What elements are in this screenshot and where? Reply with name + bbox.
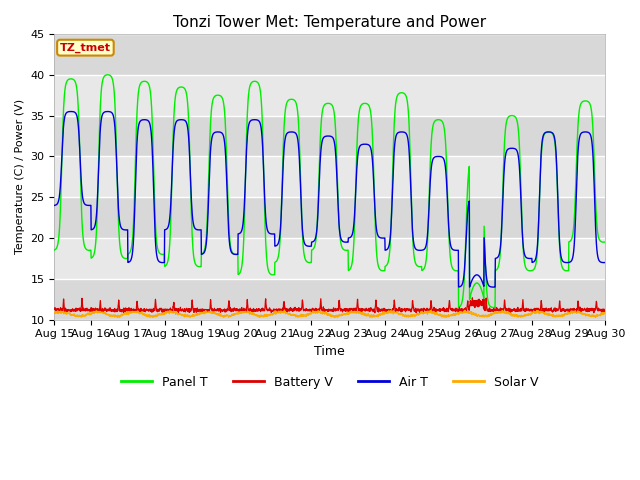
Title: Tonzi Tower Met: Temperature and Power: Tonzi Tower Met: Temperature and Power — [173, 15, 486, 30]
Bar — [54, 279, 605, 320]
Bar — [54, 34, 605, 75]
Legend: Panel T, Battery V, Air T, Solar V: Panel T, Battery V, Air T, Solar V — [116, 371, 544, 394]
Bar — [54, 75, 605, 116]
Bar — [54, 116, 605, 156]
Bar — [54, 238, 605, 279]
Bar — [54, 156, 605, 197]
Bar — [54, 197, 605, 238]
X-axis label: Time: Time — [314, 345, 345, 358]
Y-axis label: Temperature (C) / Power (V): Temperature (C) / Power (V) — [15, 99, 25, 254]
Text: TZ_tmet: TZ_tmet — [60, 43, 111, 53]
